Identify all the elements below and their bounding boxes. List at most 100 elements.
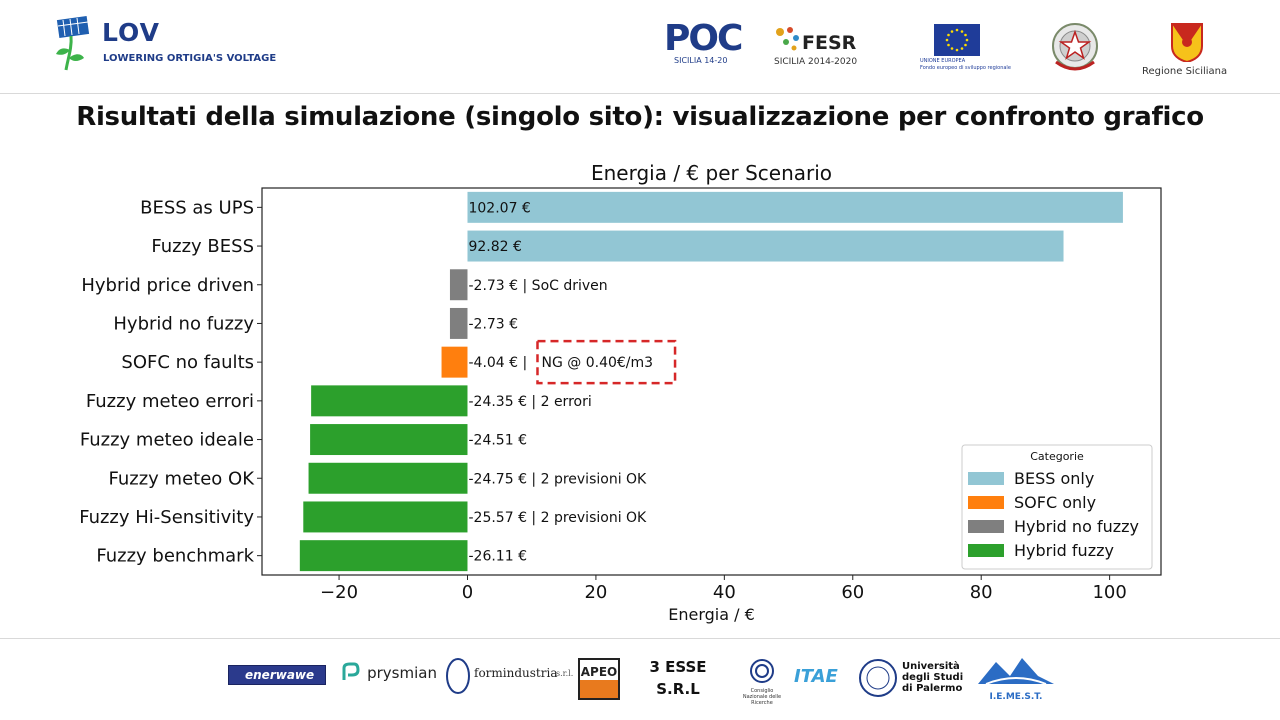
bar-8 (308, 462, 468, 494)
legend-label-4: Hybrid fuzzy (1014, 541, 1114, 560)
unipa-line3: di Palermo (902, 683, 963, 694)
x-tick-label-6: 80 (970, 582, 993, 603)
x-tick-label-4: 40 (713, 582, 736, 603)
fesr-logo: FESR SICILIA 2014-2020 (774, 20, 874, 72)
unipa-logo-text: Università degli Studi di Palermo (902, 661, 963, 694)
x-tick-label-5: 60 (841, 582, 864, 603)
bar-5 (441, 346, 468, 378)
cnr-logo: Consiglio Nazionale delle Ricerche (740, 658, 784, 706)
itae-logo-text: ITAE (794, 666, 838, 687)
data-label-1: 102.07 € (468, 200, 530, 216)
x-tick-label-2: 0 (462, 582, 473, 603)
fesr-dots-icon (776, 27, 799, 51)
x-tick-label-7: 100 (1092, 582, 1126, 603)
y-tick-label-1: BESS as UPS (140, 197, 254, 218)
apeo-logo: APEO (578, 658, 620, 700)
y-tick-label-6: Fuzzy meteo errori (86, 391, 254, 412)
legend-label-2: SOFC only (1014, 493, 1096, 512)
bar-3 (449, 269, 468, 301)
legend-swatch-1 (968, 472, 1004, 485)
x-tick-label-3: 20 (584, 582, 607, 603)
legend-title: Categorie (1030, 450, 1084, 463)
poc-logo-subtext: SICILIA 14-20 (674, 56, 728, 65)
data-label-5: -4.04 € | (468, 355, 527, 371)
y-tick-label-5: SOFC no faults (121, 352, 254, 373)
header: LOV LOWERING ORTIGIA'S VOLTAGE POC SICIL… (0, 0, 1280, 94)
enerwawe-logo: enerwawe (228, 665, 326, 685)
y-tick-label-10: Fuzzy benchmark (96, 546, 254, 567)
chart-title: Energia / € per Scenario (591, 161, 832, 185)
tre-esse-line2: S.R.L (656, 680, 700, 698)
iemest-logo-text: I.E.ME.S.T. (989, 692, 1043, 702)
brand-title: LOV (102, 18, 160, 47)
legend-box (961, 444, 1153, 570)
fesr-logo-subtext: SICILIA 2014-2020 (774, 57, 858, 67)
iemest-mark-icon (978, 658, 1054, 685)
y-tick-label-3: Hybrid price driven (81, 275, 254, 296)
header-divider (0, 93, 1280, 94)
tre-esse-line1: 3 ESSE (649, 658, 707, 676)
data-label-9: -25.57 € | 2 previsioni OK (468, 510, 647, 526)
eu-logo-line1: UNIONE EUROPEA (920, 58, 966, 64)
energy-bar-chart: Energia / € per Scenario BESS as UPS 102.0… (79, 161, 1162, 624)
bar-7 (310, 424, 468, 456)
prysmian-logo-text: prysmian (367, 664, 437, 682)
unipa-seal-icon (859, 659, 897, 697)
data-label-8: -24.75 € | 2 previsioni OK (468, 471, 647, 487)
annotation-box (536, 339, 677, 385)
y-tick-label-4: Hybrid no fuzzy (113, 313, 254, 334)
slide-title: Risultati della simulazione (singolo sit… (76, 102, 1204, 132)
prysmian-logo: prysmian (340, 662, 437, 684)
unipa-line2: degli Studi (902, 672, 964, 683)
legend-swatch-3 (968, 520, 1004, 533)
bar-6 (311, 385, 468, 417)
apeo-logo-text: APEO (581, 665, 617, 679)
formindustria-swoosh-icon (446, 658, 470, 694)
legend-label-3: Hybrid no fuzzy (1014, 517, 1139, 536)
brand-subtitle: LOWERING ORTIGIA'S VOLTAGE (103, 53, 277, 64)
data-label-10: -26.11 € (468, 549, 527, 565)
italian-republic-emblem (1050, 20, 1100, 76)
apeo-mark-icon: APEO (580, 665, 618, 698)
regione-label: Regione Siciliana (1142, 66, 1228, 77)
data-label-4: -2.73 € (468, 316, 518, 332)
cnr-logo-text: Consiglio Nazionale delle Ricerche (742, 688, 782, 706)
data-label-7: -24.51 € (468, 433, 527, 449)
enerwawe-logo-text: enerwawe (245, 668, 315, 682)
iemest-logo: I.E.ME.S.T. (976, 654, 1056, 702)
legend-label-1: BESS only (1014, 469, 1094, 488)
unipa-line1: Università (902, 661, 960, 672)
legend-swatch-2 (968, 496, 1004, 509)
prysmian-mark-icon (342, 662, 360, 680)
cnr-mark-icon (750, 659, 774, 683)
y-tick-label-2: Fuzzy BESS (151, 236, 254, 257)
bar-4 (449, 307, 468, 339)
data-label-6: -24.35 € | 2 errori (468, 394, 591, 410)
tre-esse-logo: 3 ESSE S.R.L (646, 656, 710, 700)
eu-flag-icon (934, 24, 980, 56)
eu-logo-line2: Fondo europeo di sviluppo regionale (920, 65, 1011, 71)
y-tick-label-8: Fuzzy meteo OK (109, 468, 256, 489)
y-tick-label-9: Fuzzy Hi-Sensitivity (79, 507, 254, 528)
bar-9 (303, 501, 468, 533)
regione-siciliana-logo: Regione Siciliana (1142, 22, 1242, 82)
data-label-2: 92.82 € (468, 239, 521, 255)
x-axis-label: Energia / € (668, 605, 755, 624)
regione-shield-icon (1171, 23, 1203, 62)
eu-logo-text: UNIONE EUROPEA Fondo europeo di sviluppo… (920, 58, 1011, 72)
legend-swatch-4 (968, 544, 1004, 557)
itae-logo: ITAE (794, 666, 838, 687)
lov-logo: LOV LOWERING ORTIGIA'S VOLTAGE (54, 16, 294, 72)
bar-10 (299, 540, 468, 572)
eu-logo: UNIONE EUROPEA Fondo europeo di sviluppo… (920, 24, 1011, 76)
formindustria-logo-text: formindustria (474, 666, 558, 680)
poc-logo: POC SICILIA 14-20 (664, 18, 744, 72)
bar-1 (467, 191, 1123, 223)
solar-flower-icon (56, 16, 90, 71)
plot-frame (261, 187, 1162, 576)
poc-logo-text: POC (664, 18, 743, 59)
y-tick-label-7: Fuzzy meteo ideale (80, 430, 254, 451)
footer-divider (0, 638, 1280, 639)
republic-emblem-icon (1052, 23, 1098, 71)
formindustria-logo-suffix: s.r.l. (556, 669, 574, 678)
